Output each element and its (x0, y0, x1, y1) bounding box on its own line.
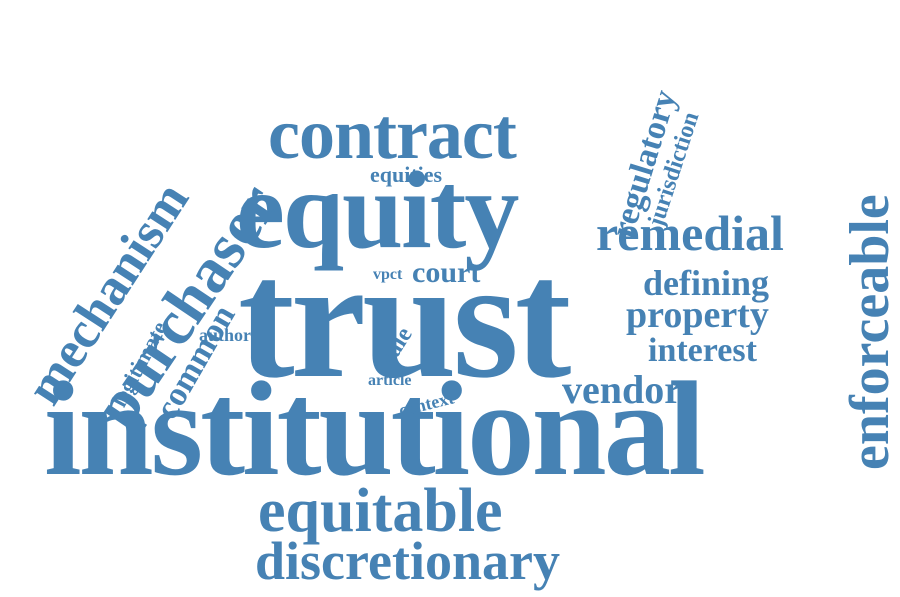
word-equity: equity (236, 149, 519, 271)
word-property: property (626, 294, 769, 336)
word-court: court (412, 256, 481, 289)
word-trust: trust (238, 225, 571, 413)
word-author: author (199, 325, 252, 345)
word-discretionary: discretionary (255, 531, 560, 591)
word-institutional: institutional (44, 355, 706, 504)
word-defining: defining (643, 263, 770, 303)
word-remedial: remedial (596, 205, 784, 261)
word-enforceable: enforceable (839, 194, 900, 470)
word-article: article (368, 372, 412, 389)
word-vpct: vpct (373, 266, 403, 283)
word-vendor: vendor (562, 367, 682, 412)
word-equities: equities (370, 162, 443, 187)
word-interest: interest (648, 332, 757, 369)
word-contract: contract (268, 94, 517, 174)
word-equitable: equitable (258, 477, 503, 545)
